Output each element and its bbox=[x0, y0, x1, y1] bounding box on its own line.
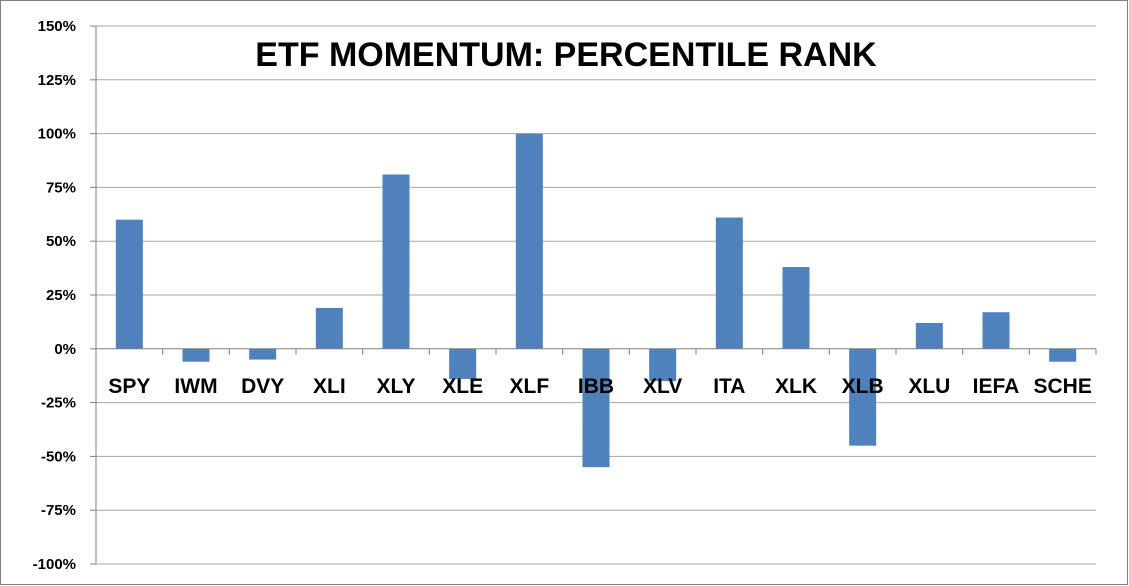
bar-dvy bbox=[249, 348, 277, 360]
y-tick-label: 150% bbox=[38, 18, 76, 35]
bar-xlv bbox=[649, 348, 677, 382]
x-category-label: XLF bbox=[509, 375, 549, 398]
x-category-label: IBB bbox=[578, 375, 614, 398]
y-tick-label: 0% bbox=[54, 341, 76, 358]
y-tick-label: -50% bbox=[41, 448, 76, 465]
bars bbox=[115, 133, 1077, 468]
gridlines bbox=[96, 25, 1096, 565]
bar-xly bbox=[382, 174, 410, 349]
bar-iwm bbox=[182, 348, 210, 362]
x-category-label: XLK bbox=[775, 375, 817, 398]
bar-xlk bbox=[782, 267, 810, 349]
x-category-label: XLU bbox=[908, 375, 950, 398]
bar-spy bbox=[115, 219, 143, 349]
y-tick-label: -100% bbox=[33, 556, 76, 573]
bar-ita bbox=[715, 217, 743, 349]
y-tick-label: 50% bbox=[46, 233, 76, 250]
x-axis-category-labels: SPY IWM DVY XLI XLY XLE XLF IBB XLV ITA XLK XLB XLU I… bbox=[108, 375, 1092, 398]
bar-xlu bbox=[915, 322, 943, 349]
bar-sche bbox=[1049, 348, 1077, 362]
x-category-label: DVY bbox=[241, 375, 284, 398]
bar-iefa bbox=[982, 312, 1010, 349]
bar-xlf bbox=[515, 133, 543, 349]
x-category-label: XLV bbox=[643, 375, 682, 398]
y-tick-label: -25% bbox=[41, 395, 76, 412]
y-tick-label: -75% bbox=[41, 502, 76, 519]
x-category-label: IWM bbox=[174, 375, 217, 398]
x-category-label: XLE bbox=[442, 375, 483, 398]
y-tick-label: 100% bbox=[38, 126, 76, 143]
x-category-label: SPY bbox=[108, 375, 150, 398]
x-category-label: XLI bbox=[313, 375, 346, 398]
chart-title: ETF MOMENTUM: PERCENTILE RANK bbox=[255, 36, 877, 74]
y-tick-label: 125% bbox=[38, 72, 76, 89]
y-tick-label: 75% bbox=[46, 179, 76, 196]
bar-xle bbox=[449, 348, 477, 379]
y-tick-label: 25% bbox=[46, 287, 76, 304]
x-category-label: SCHE bbox=[1033, 375, 1091, 398]
bar-xlb bbox=[849, 348, 877, 446]
x-category-label: XLB bbox=[842, 375, 884, 398]
x-category-label: ITA bbox=[713, 375, 745, 398]
bar-xli bbox=[315, 307, 343, 349]
x-category-label: IEFA bbox=[973, 375, 1020, 398]
y-axis-tick-labels: 150% 125% 100% 75% 50% 25% 0% -25% -50% -75% -100% bbox=[33, 18, 96, 573]
axes bbox=[95, 26, 1097, 564]
bar-ibb bbox=[582, 348, 610, 468]
x-category-label: XLY bbox=[377, 375, 416, 398]
